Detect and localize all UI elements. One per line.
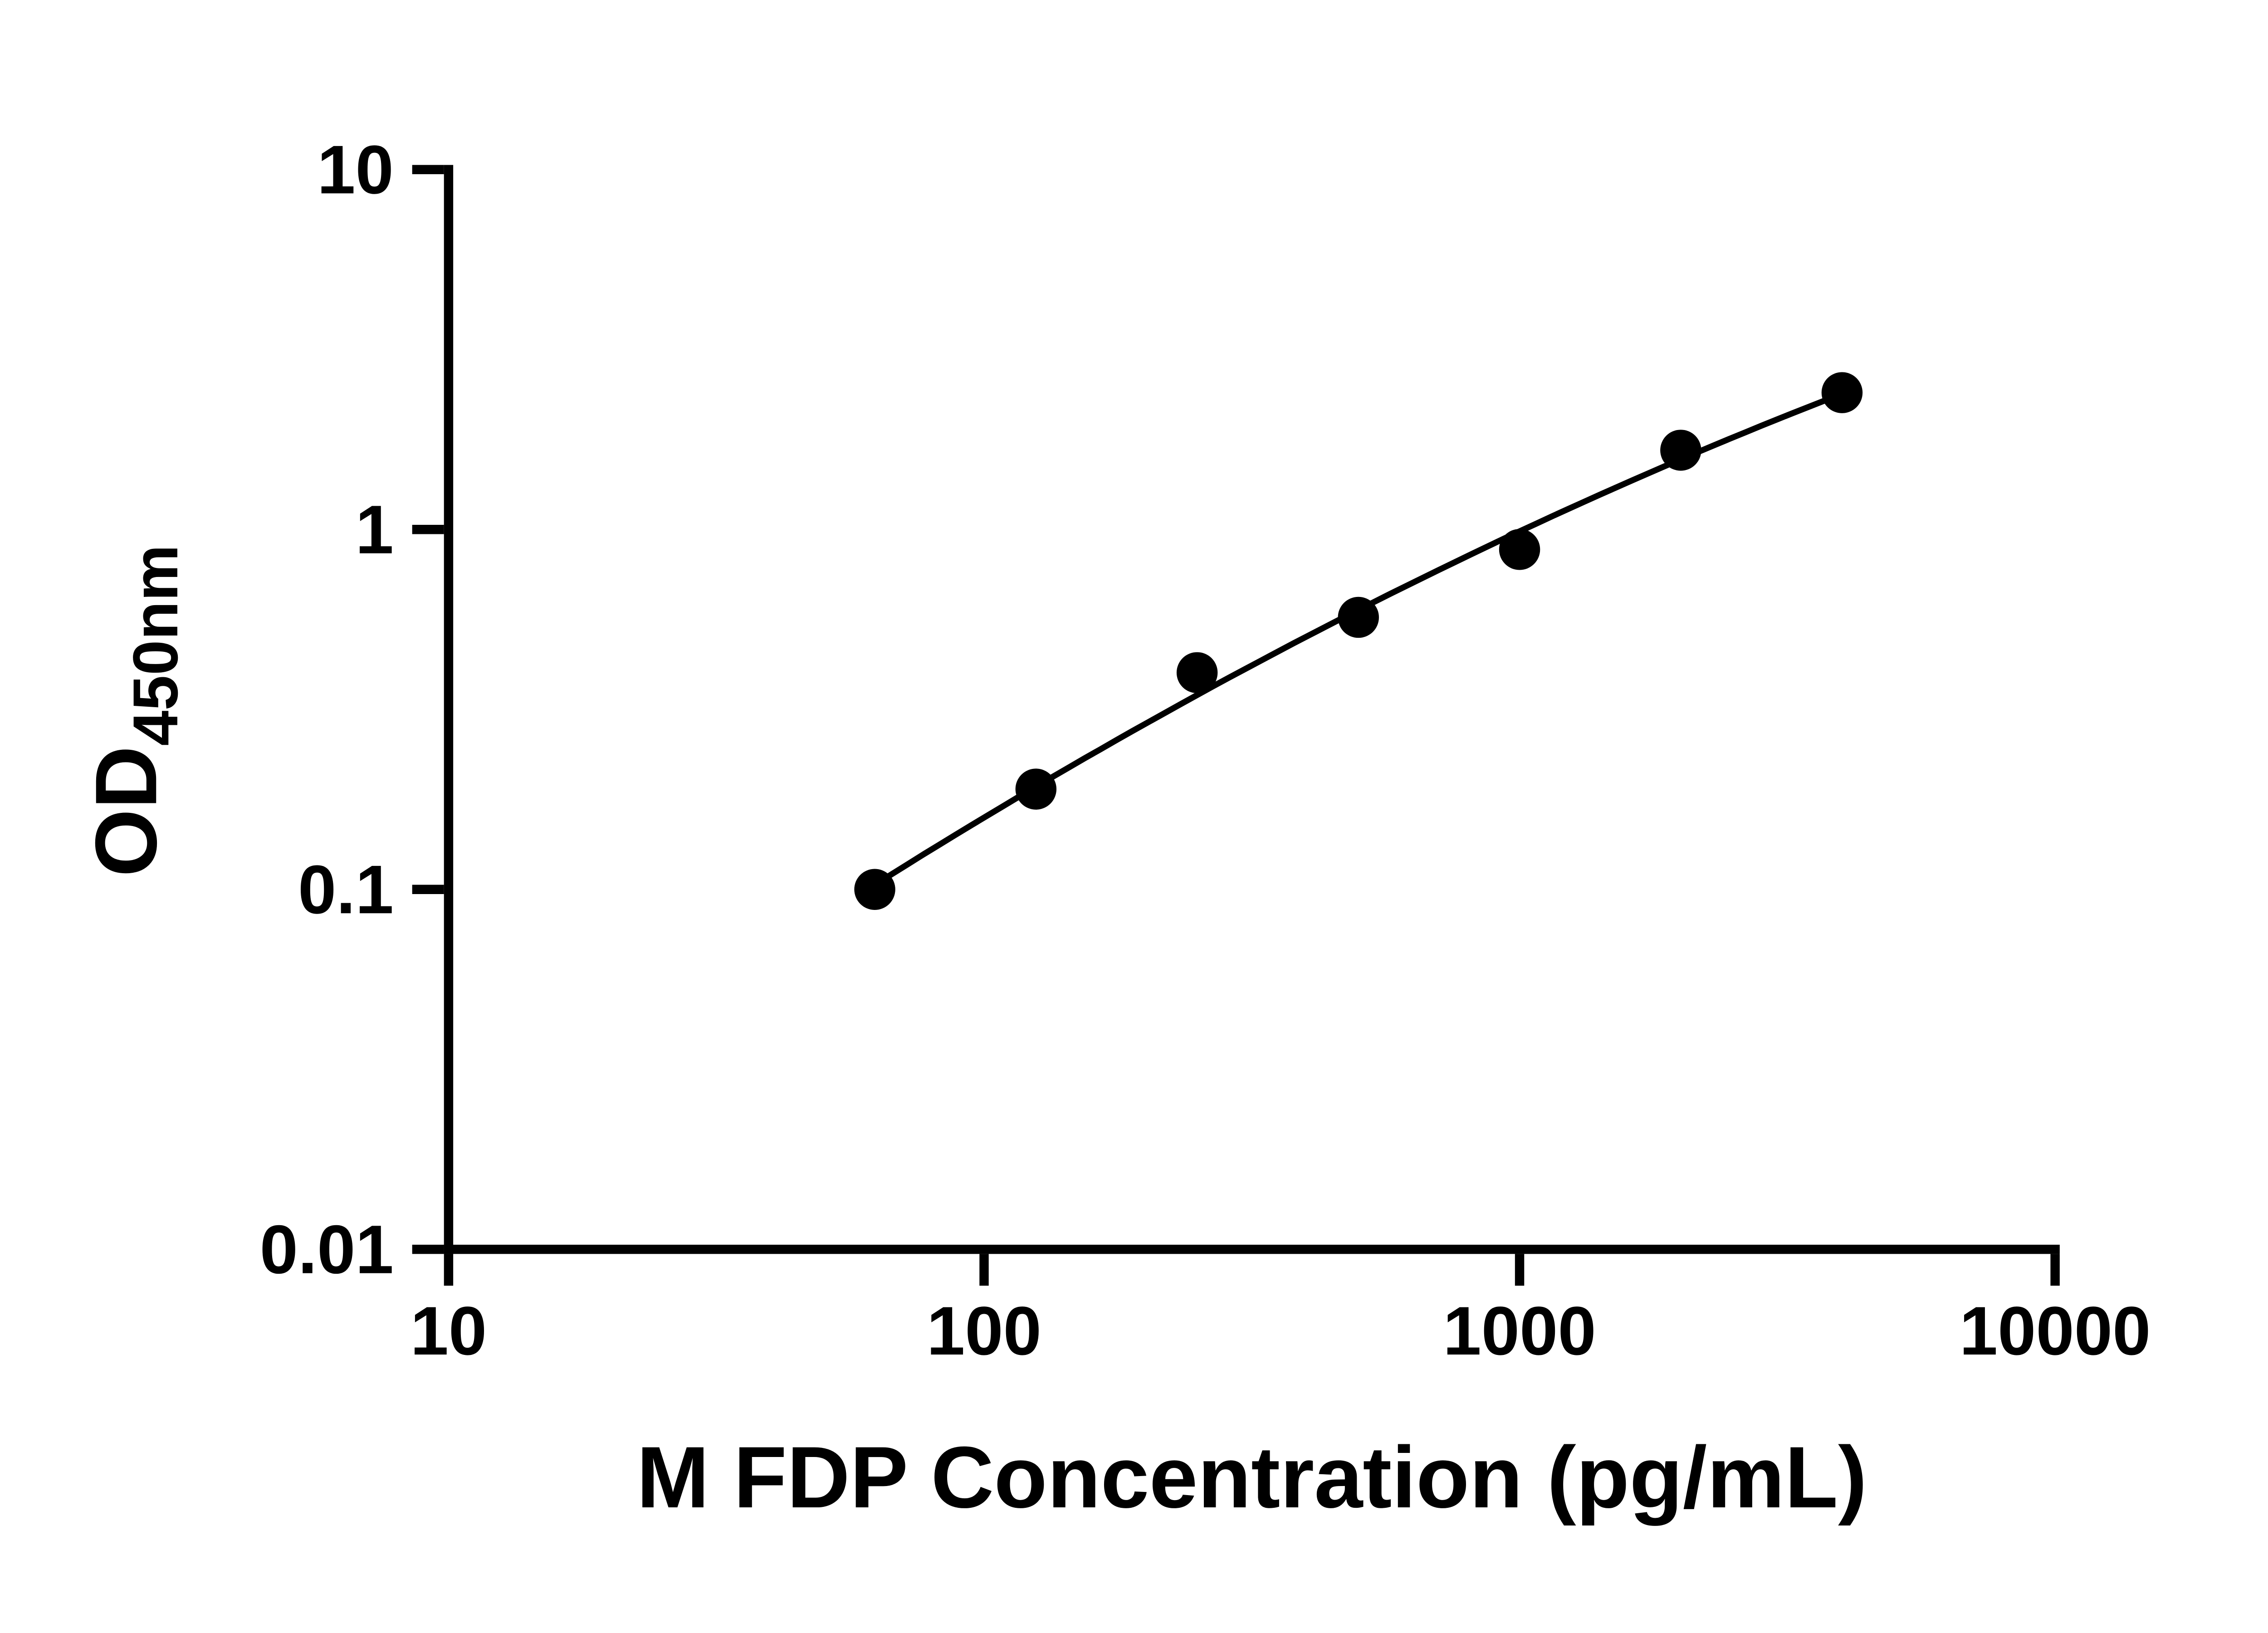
x-axis-title: M FDP Concentration (pg/mL) <box>636 1428 1867 1526</box>
data-point <box>1015 768 1057 810</box>
data-point <box>854 869 895 910</box>
data-point <box>1821 372 1863 413</box>
y-tick-label: 0.01 <box>260 1211 394 1288</box>
x-tick-label: 100 <box>927 1293 1041 1369</box>
standard-curve-chart: 10 100 1000 10000 10 1 0.1 0.01 M FDP Concentrat… <box>0 22 2268 1611</box>
data-point <box>1499 528 1540 570</box>
x-tick-label: 10000 <box>1960 1293 2151 1369</box>
y-tick-label: 1 <box>355 491 393 568</box>
fit-curve <box>873 391 1843 887</box>
x-tick-label: 10 <box>411 1293 487 1369</box>
y-tick-label: 10 <box>317 132 394 208</box>
data-point <box>1338 596 1379 638</box>
x-tick-label: 1000 <box>1443 1293 1596 1369</box>
elisa-standard-curve-figure: 10 100 1000 10000 10 1 0.1 0.01 M FDP Concentrat… <box>0 22 2268 1611</box>
data-point <box>1176 652 1218 693</box>
y-tick-label: 0.1 <box>298 851 394 928</box>
data-point <box>1660 430 1701 471</box>
y-axis-title: OD450nm <box>77 544 191 876</box>
